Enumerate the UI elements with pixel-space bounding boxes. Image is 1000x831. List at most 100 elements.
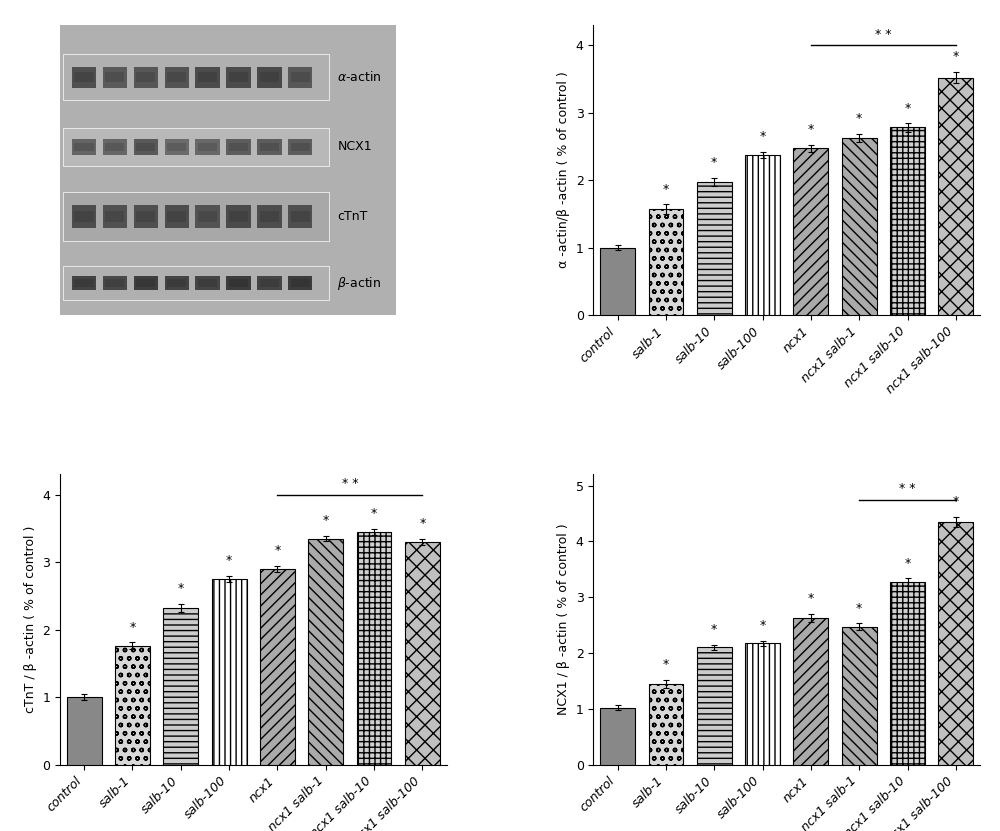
Text: *: * [953, 51, 959, 63]
Text: *: * [808, 123, 814, 136]
Bar [291, 211, 310, 222]
Text: *: * [904, 557, 911, 569]
Bar [134, 66, 158, 87]
Bar [136, 72, 155, 82]
Bar [195, 276, 220, 290]
Text: *: * [904, 101, 911, 115]
Bar [745, 155, 780, 315]
Bar [257, 139, 282, 155]
Bar [72, 205, 96, 228]
Bar [229, 211, 248, 222]
Bar [257, 276, 282, 290]
Bar [405, 542, 440, 765]
Bar [212, 579, 247, 765]
Bar [288, 276, 312, 290]
Text: *: * [226, 554, 232, 567]
Bar [136, 143, 155, 150]
Bar [105, 211, 124, 222]
Bar [938, 77, 973, 315]
Bar [136, 279, 155, 287]
Bar [134, 139, 158, 155]
Bar [260, 211, 279, 222]
Bar [600, 248, 635, 315]
Text: NCX1: NCX1 [337, 140, 372, 153]
Bar [74, 211, 94, 222]
Bar [195, 66, 220, 87]
Bar [67, 697, 102, 765]
Bar [198, 279, 217, 287]
Bar [288, 66, 312, 87]
Text: $\beta$-actin: $\beta$-actin [337, 274, 382, 292]
Bar [793, 149, 828, 315]
Text: *: * [663, 658, 669, 671]
Bar [167, 143, 186, 150]
Text: *: * [759, 130, 766, 143]
Bar [60, 25, 396, 315]
Bar [260, 569, 295, 765]
Bar [226, 205, 251, 228]
Bar [163, 608, 198, 765]
Bar [105, 72, 124, 82]
Text: * *: * * [342, 477, 358, 490]
Bar [165, 205, 189, 228]
Bar [134, 276, 158, 290]
Bar [226, 139, 251, 155]
Bar [63, 128, 329, 165]
Bar [103, 139, 127, 155]
Bar [165, 66, 189, 87]
Text: *: * [856, 112, 862, 125]
Bar [357, 532, 391, 765]
Bar [74, 143, 94, 150]
Text: *: * [856, 602, 862, 615]
Bar [63, 54, 329, 101]
Bar [103, 205, 127, 228]
Bar [103, 66, 127, 87]
Bar [229, 72, 248, 82]
Bar [842, 627, 877, 765]
Bar [229, 279, 248, 287]
Bar [167, 211, 186, 222]
Bar [165, 276, 189, 290]
Bar [63, 192, 329, 241]
Bar [257, 205, 282, 228]
Bar [195, 139, 220, 155]
Bar [649, 684, 683, 765]
Text: *: * [953, 495, 959, 509]
Bar [288, 205, 312, 228]
Bar [198, 72, 217, 82]
Bar [134, 205, 158, 228]
Bar [260, 143, 279, 150]
Bar [229, 143, 248, 150]
Bar [793, 617, 828, 765]
Bar [890, 583, 925, 765]
Bar [890, 127, 925, 315]
Bar [649, 209, 683, 315]
Text: *: * [323, 514, 329, 527]
Bar [72, 66, 96, 87]
Text: * *: * * [875, 27, 892, 41]
Bar [697, 182, 732, 315]
Bar [198, 143, 217, 150]
Bar [257, 66, 282, 87]
Text: cTnT: cTnT [337, 210, 368, 223]
Text: *: * [129, 621, 136, 634]
Bar [167, 279, 186, 287]
Bar [198, 211, 217, 222]
Bar [195, 205, 220, 228]
Text: *: * [663, 183, 669, 195]
Y-axis label: α -actin/β -actin ( % of control ): α -actin/β -actin ( % of control ) [557, 71, 570, 268]
Bar [136, 211, 155, 222]
Bar [842, 138, 877, 315]
Bar [72, 276, 96, 290]
Bar [697, 647, 732, 765]
Bar [226, 276, 251, 290]
Bar [260, 279, 279, 287]
Bar [105, 279, 124, 287]
Bar [63, 266, 329, 301]
Bar [308, 538, 343, 765]
Text: *: * [711, 623, 717, 636]
Bar [226, 66, 251, 87]
Bar [74, 72, 94, 82]
Text: $\alpha$-actin: $\alpha$-actin [337, 70, 382, 84]
Text: *: * [711, 156, 717, 170]
